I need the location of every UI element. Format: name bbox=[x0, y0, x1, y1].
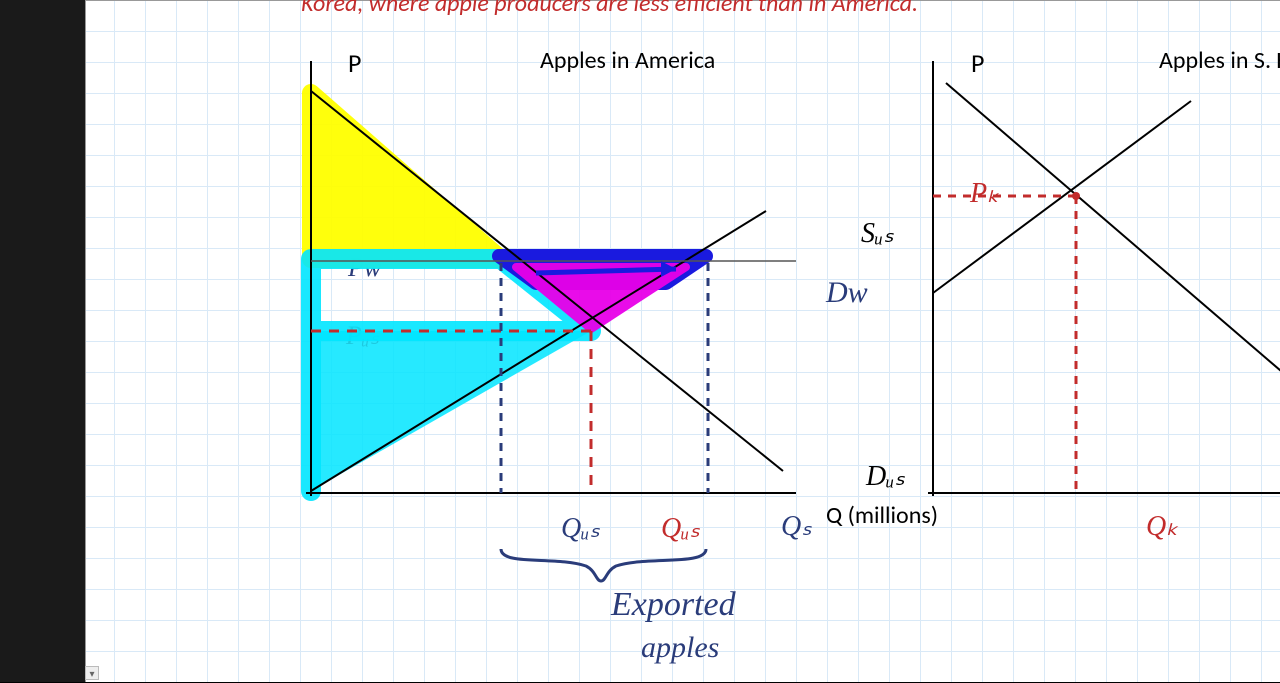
diagram-svg bbox=[86, 1, 1280, 683]
scroll-down-icon[interactable]: ▾ bbox=[85, 666, 99, 680]
producer-surplus-fill-lower bbox=[311, 331, 591, 491]
right-supply-line bbox=[933, 101, 1191, 293]
whiteboard-canvas: Korea, where apple producers are less ef… bbox=[85, 0, 1280, 682]
consumer-surplus-fill bbox=[311, 93, 501, 259]
export-brace bbox=[501, 549, 706, 581]
right-eq-point bbox=[1072, 192, 1080, 200]
right-demand-line bbox=[946, 83, 1280, 371]
sidebar-panel bbox=[0, 0, 85, 682]
